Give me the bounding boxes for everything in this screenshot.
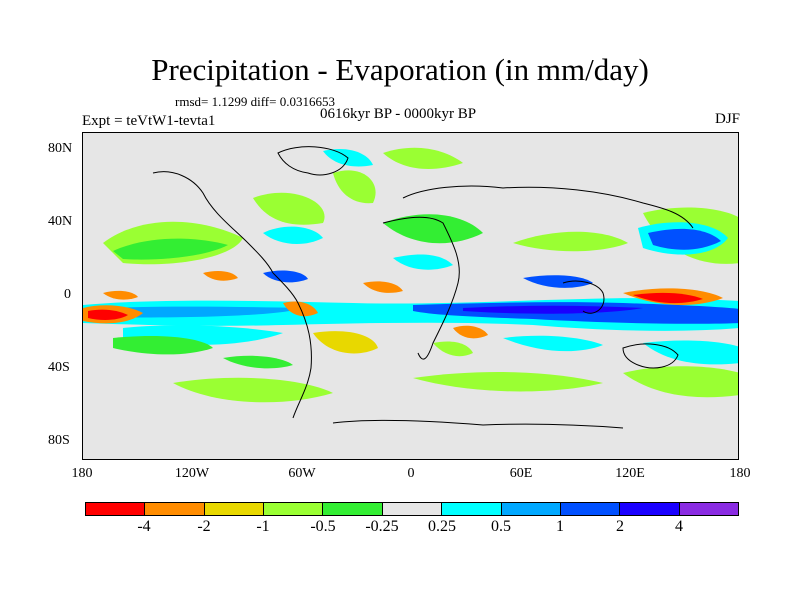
colorbar-label: 0.5 (491, 518, 511, 535)
colorbar-label: -0.25 (365, 518, 399, 535)
lon-tick-label: 60E (509, 466, 533, 481)
colorbar-label: 1 (556, 518, 564, 535)
colorbar-label: -1 (256, 518, 270, 535)
colorbar-label: -0.5 (310, 518, 336, 535)
colorbar-label: 2 (616, 518, 624, 535)
precipitation-map-svg (83, 133, 738, 459)
lon-tick-label: 180 (71, 466, 93, 481)
plot-title: Precipitation - Evaporation (in mm/day) (151, 52, 649, 87)
colorbar-box (145, 503, 205, 515)
lon-tick-label: 60W (288, 466, 316, 481)
colorbar-box (560, 503, 621, 515)
colorbar-box (679, 503, 738, 515)
lat-tick-label: 0 (64, 287, 71, 302)
lat-tick-label: 80N (48, 141, 73, 156)
colorbar-box (501, 503, 561, 515)
lon-tick-label: 0 (407, 466, 415, 481)
colorbar-box (204, 503, 265, 515)
world-map (82, 132, 739, 460)
experiment-label: Expt = teVtW1-tevta1 (82, 113, 216, 129)
colorbar-box (442, 503, 502, 515)
lat-tick-label: 80S (48, 433, 70, 448)
colorbar-box (323, 503, 383, 515)
colorbar-box (86, 503, 146, 515)
lat-tick-label: 40S (48, 360, 70, 375)
colorbar (85, 502, 739, 516)
colorbar-box (382, 503, 443, 515)
colorbar-box (264, 503, 324, 515)
colorbar-box (620, 503, 680, 515)
lon-tick-label: 120W (174, 466, 210, 481)
stats-text: rmsd= 1.1299 diff= 0.0316653 (175, 94, 335, 109)
period-label: 0616kyr BP - 0000kyr BP (320, 106, 477, 122)
colorbar-label: -4 (137, 518, 151, 535)
lat-tick-label: 40N (48, 214, 73, 229)
colorbar-label: -2 (197, 518, 211, 535)
lon-tick-label: 120E (615, 466, 645, 481)
season-label: DJF (714, 111, 740, 127)
lon-tick-label: 180 (729, 466, 751, 481)
colorbar-label: 0.25 (428, 518, 456, 535)
colorbar-label: 4 (675, 518, 683, 535)
